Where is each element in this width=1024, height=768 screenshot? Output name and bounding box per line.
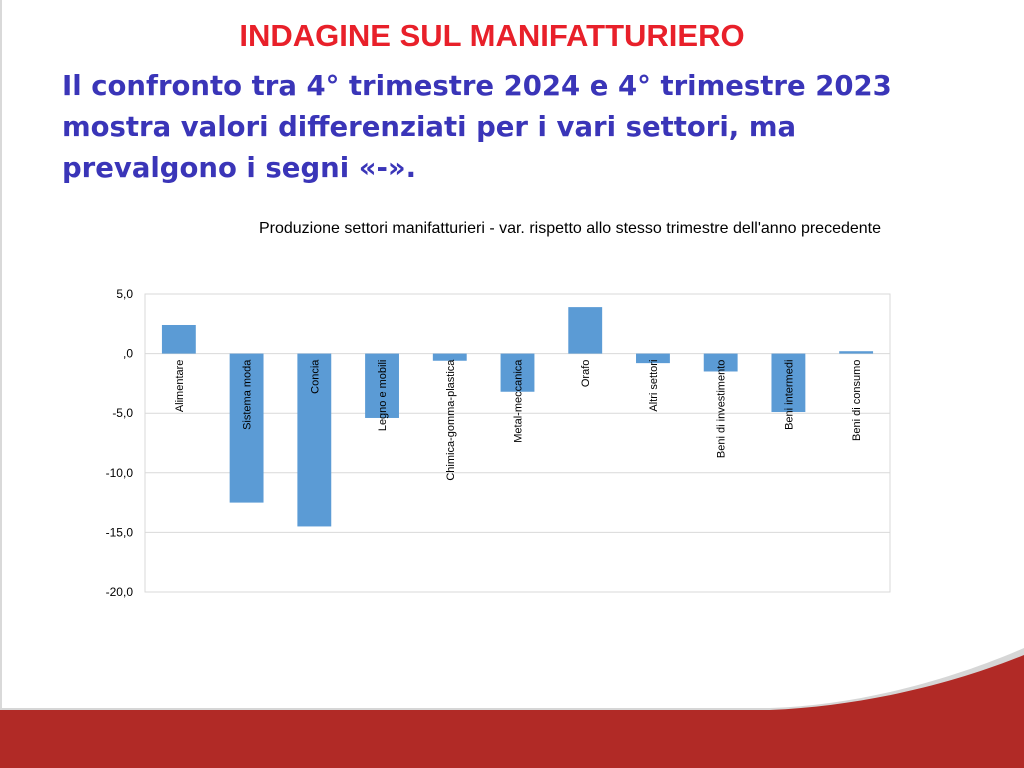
x-tick-label: Beni intermedi xyxy=(783,360,795,430)
x-tick-label: Beni di investimento xyxy=(716,360,728,458)
x-tick-label: Alimentare xyxy=(174,360,186,413)
bar xyxy=(636,353,670,364)
bar xyxy=(568,307,603,354)
bar xyxy=(365,353,399,418)
bar xyxy=(771,353,806,413)
slide-subtitle: Il confronto tra 4° trimestre 2024 e 4° … xyxy=(62,70,892,184)
x-tick-label: Chimica-gomma-plastica xyxy=(445,359,457,481)
y-tick-label: -5,0 xyxy=(112,406,133,420)
chart-title: Produzione settori manifatturieri - var.… xyxy=(258,220,882,237)
slide-border xyxy=(0,0,2,768)
bar xyxy=(229,353,264,503)
slide-title: INDAGINE SUL MANIFATTURIERO xyxy=(239,18,745,53)
x-tick-label: Concia xyxy=(309,359,321,394)
bar xyxy=(161,324,196,354)
bar xyxy=(703,353,738,372)
x-tick-label: Sistema moda xyxy=(242,359,254,430)
x-tick-label: Orafo xyxy=(580,360,592,388)
x-tick-label: Metal-meccanica xyxy=(513,359,525,443)
y-tick-label: -15,0 xyxy=(106,525,134,539)
y-tick-label: -20,0 xyxy=(106,585,134,599)
x-tick-label: Beni di consumo xyxy=(851,360,863,441)
bar xyxy=(500,353,535,392)
x-tick-label: Altri settori xyxy=(648,360,660,412)
x-tick-label: Legno e mobili xyxy=(377,360,389,432)
bar xyxy=(432,353,467,361)
bar xyxy=(297,353,332,527)
y-tick-label: 5,0 xyxy=(116,287,133,301)
y-tick-label: -10,0 xyxy=(106,466,134,480)
bar xyxy=(839,351,874,354)
y-tick-label: ,0 xyxy=(123,347,133,361)
